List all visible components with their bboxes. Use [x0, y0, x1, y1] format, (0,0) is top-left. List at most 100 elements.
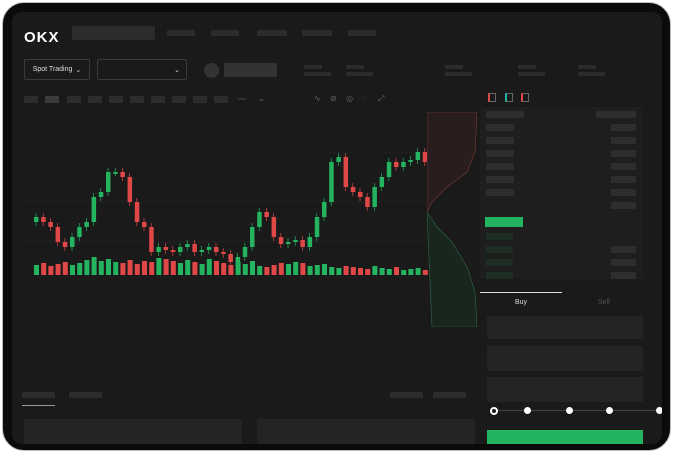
- candle: [134, 202, 140, 222]
- total-input[interactable]: [487, 377, 643, 402]
- trading-screen: OKX Spot Trading ⌄ ⌄ 〰 ⌄ ∿ ⊘ ◎ ◌ ⤢ Buy S: [12, 12, 662, 444]
- draw-line-icon[interactable]: ∿: [314, 94, 321, 103]
- stat-label: [445, 65, 463, 69]
- volume-bar: [372, 266, 378, 275]
- candle: [242, 247, 248, 257]
- volume-bar: [293, 262, 299, 275]
- bottom-action[interactable]: [433, 392, 466, 398]
- buy-button[interactable]: [487, 430, 643, 444]
- candle: [235, 257, 241, 262]
- bottom-action[interactable]: [390, 392, 423, 398]
- bottom-tab-active[interactable]: [22, 392, 55, 398]
- settings-icon[interactable]: ◎: [346, 94, 353, 103]
- volume-bar: [48, 266, 54, 275]
- indicator-icon[interactable]: 〰: [238, 95, 246, 104]
- slider-step[interactable]: [490, 407, 498, 415]
- pencil-icon[interactable]: ⊘: [330, 94, 337, 103]
- bottom-tab[interactable]: [69, 392, 102, 398]
- pair-select[interactable]: ⌄: [97, 59, 187, 80]
- nav-item[interactable]: [302, 30, 332, 36]
- volume-bar: [343, 266, 349, 275]
- nav-item[interactable]: [167, 30, 195, 36]
- orderbook-row: [611, 163, 636, 170]
- orderbook-row: [611, 272, 636, 279]
- orderbook-row: [611, 259, 636, 266]
- nav-item[interactable]: [211, 30, 239, 36]
- candle: [48, 222, 53, 227]
- market-type-label: Spot Trading: [32, 66, 73, 73]
- candle: [77, 227, 82, 237]
- chevron-down-icon: ⌄: [174, 66, 180, 74]
- volume-bar: [170, 261, 176, 275]
- candle: [372, 187, 377, 207]
- search-bar[interactable]: [72, 26, 155, 40]
- stat-label: [518, 65, 536, 69]
- volume-bar: [163, 259, 169, 275]
- volume-bar: [178, 263, 183, 275]
- timeframe-button[interactable]: [67, 96, 81, 103]
- volume-bar: [149, 262, 155, 275]
- amount-input[interactable]: [487, 346, 643, 371]
- candlestick-chart[interactable]: [20, 112, 480, 372]
- timeframe-button[interactable]: [172, 96, 186, 103]
- candle: [70, 237, 75, 247]
- orderbook-row: [611, 137, 636, 144]
- tab-buy[interactable]: Buy: [515, 299, 528, 306]
- nav-item[interactable]: [257, 30, 287, 36]
- slider-step[interactable]: [606, 407, 613, 414]
- candle: [250, 227, 255, 247]
- timeframe-button[interactable]: [151, 96, 165, 103]
- candle: [408, 160, 413, 162]
- candle: [343, 157, 349, 187]
- timeframe-button[interactable]: [109, 96, 123, 103]
- order-book: [480, 107, 643, 279]
- timer-icon[interactable]: ◌: [362, 94, 367, 103]
- candle: [228, 254, 233, 262]
- volume-bar: [300, 263, 306, 275]
- volume-bar: [271, 265, 277, 275]
- orderbook-both-icon[interactable]: [488, 93, 496, 102]
- timeframe-button[interactable]: [214, 96, 228, 103]
- buy-tab-indicator: [480, 292, 562, 293]
- stat-value: [578, 72, 605, 76]
- timeframe-button[interactable]: [24, 96, 38, 103]
- orderbook-row: [611, 150, 636, 157]
- tab-sell[interactable]: Sell: [598, 299, 610, 306]
- volume-bar: [120, 263, 126, 275]
- slider-step[interactable]: [656, 407, 662, 414]
- chevron-down-icon[interactable]: ⌄: [258, 94, 265, 103]
- nav-item[interactable]: [348, 30, 376, 36]
- volume-bar: [41, 263, 47, 275]
- timeframe-button[interactable]: [130, 96, 144, 103]
- volume-bar: [307, 266, 313, 275]
- stat-value: [518, 72, 545, 76]
- orderbook-row: [486, 259, 513, 266]
- tab-underline: [22, 405, 55, 406]
- candle: [322, 202, 327, 217]
- volume-bar: [235, 262, 241, 275]
- candle: [365, 197, 370, 207]
- candle: [113, 172, 118, 174]
- volume-bar: [386, 269, 392, 275]
- slider-step[interactable]: [524, 407, 531, 414]
- last-price: [485, 217, 523, 227]
- volume-bar: [314, 265, 320, 275]
- volume-bar: [401, 270, 407, 275]
- slider-step[interactable]: [566, 407, 573, 414]
- timeframe-button[interactable]: [45, 96, 59, 103]
- market-type-select[interactable]: Spot Trading ⌄: [24, 59, 90, 80]
- orderbook-asks-icon[interactable]: [521, 93, 529, 102]
- volume-bar: [127, 260, 133, 275]
- candle: [415, 152, 421, 160]
- candle: [199, 250, 205, 252]
- timeframe-button[interactable]: [193, 96, 207, 103]
- timeframe-button[interactable]: [88, 96, 102, 103]
- orderbook-row: [611, 176, 636, 183]
- leverage-slider[interactable]: [490, 407, 662, 415]
- price-input[interactable]: [487, 316, 643, 339]
- orderbook-bids-icon[interactable]: [505, 93, 513, 102]
- candle: [84, 222, 89, 227]
- volume-bar: [228, 265, 234, 275]
- fullscreen-icon[interactable]: ⤢: [378, 94, 385, 103]
- volume-bar: [156, 258, 162, 275]
